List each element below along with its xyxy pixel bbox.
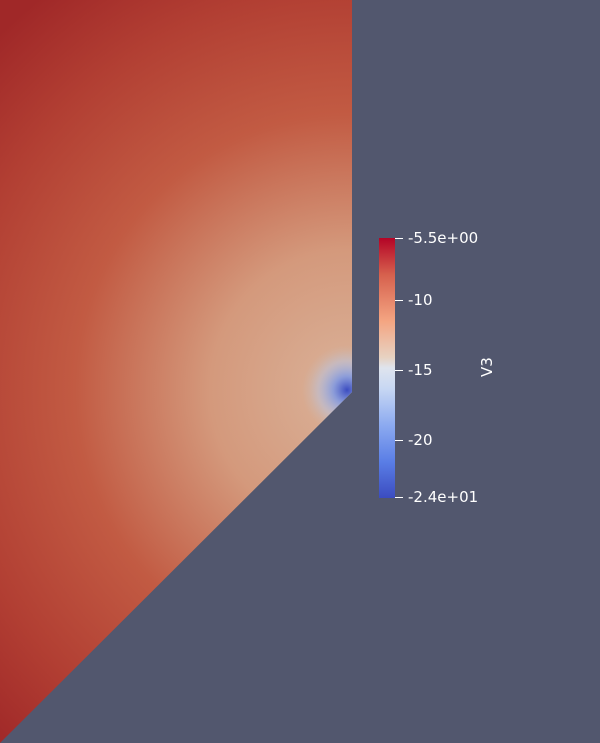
colorbar-label-max: -5.5e+00 (408, 229, 479, 247)
colorbar-tick-1 (395, 300, 403, 301)
colorbar-label-min: -2.4e+01 (408, 488, 479, 506)
colorbar-label-2: -15 (408, 361, 433, 379)
colorbar-label-3: -20 (408, 431, 433, 449)
colorbar-tick-2 (395, 370, 403, 371)
colorbar-tick-max (395, 238, 403, 239)
colorbar-label-1: -10 (408, 291, 433, 309)
colorbar-gradient (379, 238, 395, 498)
colorbar-tick-3 (395, 440, 403, 441)
colorbar-tick-min (395, 497, 403, 498)
colorbar-title: V3 (478, 357, 496, 377)
singular-point-region (0, 0, 352, 743)
